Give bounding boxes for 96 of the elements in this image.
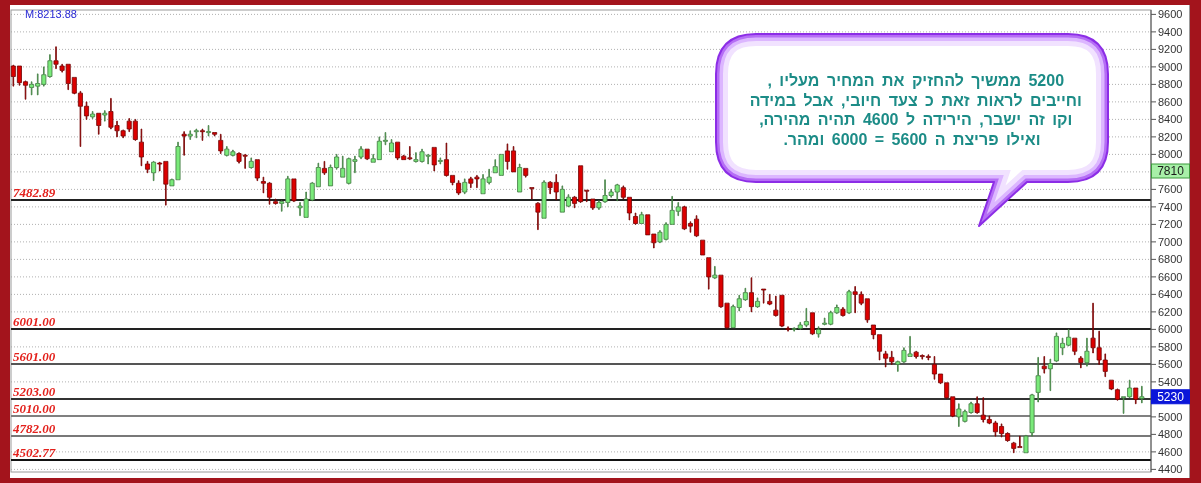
candlestick xyxy=(90,111,96,119)
y-tick-label: 8400 xyxy=(1158,113,1183,126)
y-tick-label: 8000 xyxy=(1158,148,1183,161)
y-tick-label: 9400 xyxy=(1158,25,1183,38)
candlestick xyxy=(364,148,370,161)
candlestick xyxy=(218,133,224,154)
annotation: 5230 xyxy=(1157,390,1185,405)
candlestick xyxy=(1041,356,1047,374)
candlestick xyxy=(633,212,639,225)
candlestick xyxy=(541,180,547,219)
candlestick xyxy=(1029,393,1035,437)
candlestick xyxy=(206,125,211,137)
candlestick xyxy=(437,157,443,165)
ref-line-label: 5203.00 xyxy=(13,384,56,399)
candlestick xyxy=(254,159,260,182)
candlestick xyxy=(212,132,218,137)
ref-line-label: 6001.00 xyxy=(13,314,56,329)
y-tick-label: 6800 xyxy=(1158,253,1183,266)
candlestick xyxy=(748,277,754,313)
candlestick xyxy=(1108,379,1114,391)
candlestick xyxy=(1139,385,1145,404)
y-tick-label: 8600 xyxy=(1158,95,1183,108)
ref-line-label: 5010.00 xyxy=(13,401,56,416)
y-tick-label: 6200 xyxy=(1158,305,1183,318)
candlestick xyxy=(431,146,437,172)
y-tick-label: 9200 xyxy=(1158,43,1183,56)
y-tick-label: 8200 xyxy=(1158,130,1183,143)
candlestick xyxy=(273,198,279,205)
candlestick xyxy=(321,160,327,175)
candlestick xyxy=(596,200,602,210)
candlestick xyxy=(96,112,102,135)
candlestick xyxy=(138,128,144,167)
candlestick xyxy=(700,239,706,256)
candlestick xyxy=(523,167,529,178)
candlestick xyxy=(761,288,767,304)
annotation: 5200 ממשיך להחזיק את המחיר מעליו , וחייבים לראות זאת כ צעד חיובי, אבל במידה וקו זה ישבר, הירידה ל 4600 תהיה מהירה, ואילו פריצת ה 5600 = 6000 ומהר. xyxy=(749,72,1082,148)
y-tick-label: 7600 xyxy=(1158,183,1183,196)
y-tick-label: 4400 xyxy=(1158,463,1183,476)
annotation: M:8213.88 xyxy=(25,8,77,20)
candlestick xyxy=(1072,337,1078,356)
ref-line-label: 7482.89 xyxy=(13,185,56,200)
candlestick xyxy=(248,157,254,169)
ref-line-label: 5601.00 xyxy=(13,349,56,364)
candlestick xyxy=(517,163,523,193)
y-tick-label: 5400 xyxy=(1158,375,1183,388)
y-tick-label: 9600 xyxy=(1158,8,1183,21)
ref-line-label: 4502.77 xyxy=(12,445,56,460)
annotation: 7810 xyxy=(1157,164,1185,179)
y-tick-label: 6400 xyxy=(1158,288,1183,301)
candlestick xyxy=(199,128,205,141)
candlestick xyxy=(809,312,815,336)
y-tick-label: 5600 xyxy=(1158,358,1183,371)
candlestick xyxy=(974,396,980,414)
candlestick xyxy=(755,297,761,308)
candlestick xyxy=(193,128,199,139)
candlestick xyxy=(291,178,297,203)
candlestick xyxy=(529,187,535,200)
y-tick-label: 8800 xyxy=(1158,78,1183,91)
y-tick-label: 5800 xyxy=(1158,340,1183,353)
candlestick xyxy=(187,130,193,140)
candlestick xyxy=(1078,356,1084,369)
candlestick xyxy=(462,178,468,195)
y-tick-label: 4800 xyxy=(1158,428,1183,441)
y-tick-label: 7200 xyxy=(1158,218,1183,231)
candlestick xyxy=(590,198,596,210)
candlestick xyxy=(1084,337,1090,367)
candlestick xyxy=(102,110,108,122)
candlestick xyxy=(1114,388,1120,401)
candlestick xyxy=(1047,358,1053,392)
candlestick xyxy=(151,160,157,182)
candlestick xyxy=(712,265,718,280)
y-tick-label: 6600 xyxy=(1158,270,1183,283)
candlestick xyxy=(639,211,645,224)
candlestick xyxy=(145,160,150,174)
ref-line-label: 4782.00 xyxy=(12,421,56,436)
candlestick xyxy=(53,46,59,70)
candlestick xyxy=(358,146,364,160)
y-tick-label: 7400 xyxy=(1158,200,1183,213)
candlestick xyxy=(1035,356,1041,403)
candlestick xyxy=(816,326,822,338)
candlestick xyxy=(846,289,852,315)
candlestick xyxy=(389,139,394,153)
candlestick xyxy=(181,131,187,156)
candlestick xyxy=(785,326,791,332)
y-tick-label: 4600 xyxy=(1158,445,1183,458)
candlestick xyxy=(456,180,462,196)
candlestick xyxy=(1133,387,1139,405)
candlestick xyxy=(1023,434,1029,454)
y-tick-label: 9000 xyxy=(1158,60,1183,73)
candlestick xyxy=(767,293,773,306)
candlestick xyxy=(840,307,846,317)
candlestick xyxy=(535,202,541,231)
y-tick-label: 7000 xyxy=(1158,235,1183,248)
y-tick-label: 5000 xyxy=(1158,410,1183,423)
candlestick xyxy=(706,257,712,290)
y-tick-label: 6000 xyxy=(1158,323,1183,336)
